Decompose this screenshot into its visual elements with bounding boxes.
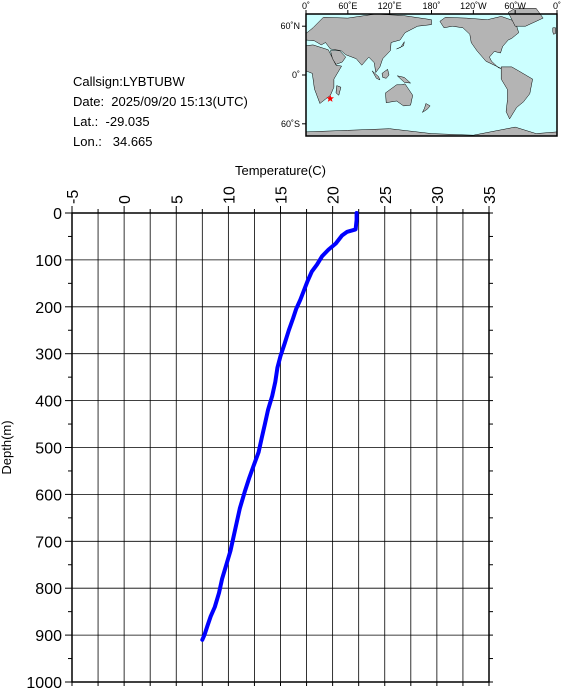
map-lat-label: 60˚S: [281, 119, 300, 129]
y-tick-label: 100: [35, 253, 62, 270]
map-lat-label: 60˚N: [280, 21, 300, 31]
map-landmass: [330, 50, 347, 65]
x-axis-title: Temperature(C): [235, 163, 326, 178]
map-landmass: [305, 13, 432, 74]
y-tick-label: 700: [35, 534, 62, 551]
temperature-profile-line: [200, 211, 359, 642]
x-tick-label: 20: [326, 186, 343, 204]
map-lon-label: 60˚E: [338, 1, 357, 11]
map-lon-label: 120˚E: [378, 1, 402, 11]
map-lon-label: 0˚: [302, 1, 310, 11]
x-tick-label: 35: [482, 186, 499, 204]
map-landmass: [500, 66, 533, 120]
latitude-label: Lat.: -29.035: [73, 114, 150, 129]
x-tick-label: -5: [65, 190, 82, 204]
x-tick-label: 5: [169, 195, 186, 204]
map-landmass: [335, 85, 342, 96]
map-landmass: [552, 27, 556, 35]
map-landmass: [381, 68, 390, 79]
map-lon-label: 0˚: [553, 1, 561, 11]
y-tick-label: 600: [35, 487, 62, 504]
profile-plot: -5 0 5 10 15 20 25 30 35010020030040050060070080…: [0, 163, 499, 690]
map-lat-label: 0˚: [292, 70, 300, 80]
y-axis-title: Depth(m): [0, 420, 14, 474]
plot-frame: [71, 212, 490, 683]
x-tick-label: 10: [221, 186, 238, 204]
x-tick-label: 25: [378, 186, 395, 204]
map-lon-label: 120˚W: [460, 1, 487, 11]
map-lon-label: 180˚: [422, 1, 440, 11]
x-tick-label: 15: [274, 186, 291, 204]
longitude-label: Lon.: 34.665: [73, 134, 153, 149]
map-landmass: [507, 8, 544, 27]
y-tick-label: 900: [35, 628, 62, 645]
map-landmass: [371, 70, 381, 81]
x-tick-label: 0: [117, 195, 134, 204]
map-landmass: [385, 83, 413, 107]
y-tick-label: 800: [35, 581, 62, 598]
y-tick-label: 0: [53, 206, 62, 223]
x-tick-label: 30: [430, 186, 447, 204]
y-tick-label: 400: [35, 394, 62, 411]
y-tick-label: 500: [35, 441, 62, 458]
map-landmass: [396, 75, 412, 84]
date-label: Date: 2025/09/20 15:13(UTC): [73, 94, 248, 109]
map-landmass: [305, 44, 343, 104]
map-landmass: [396, 41, 405, 50]
y-tick-label: 300: [35, 347, 62, 364]
world-map: 0˚ 60˚E 120˚E 180˚ 120˚W 60˚W 0˚60˚N0˚60˚S: [280, 1, 561, 137]
callsign-label: Callsign:LYBTUBW: [73, 74, 185, 89]
map-lon-label: 60˚W: [504, 1, 526, 11]
y-tick-label: 200: [35, 300, 62, 317]
y-tick-label: 1000: [26, 675, 62, 690]
location-marker: [326, 94, 334, 102]
map-landmass: [439, 16, 519, 69]
map-landmass: [421, 103, 431, 114]
